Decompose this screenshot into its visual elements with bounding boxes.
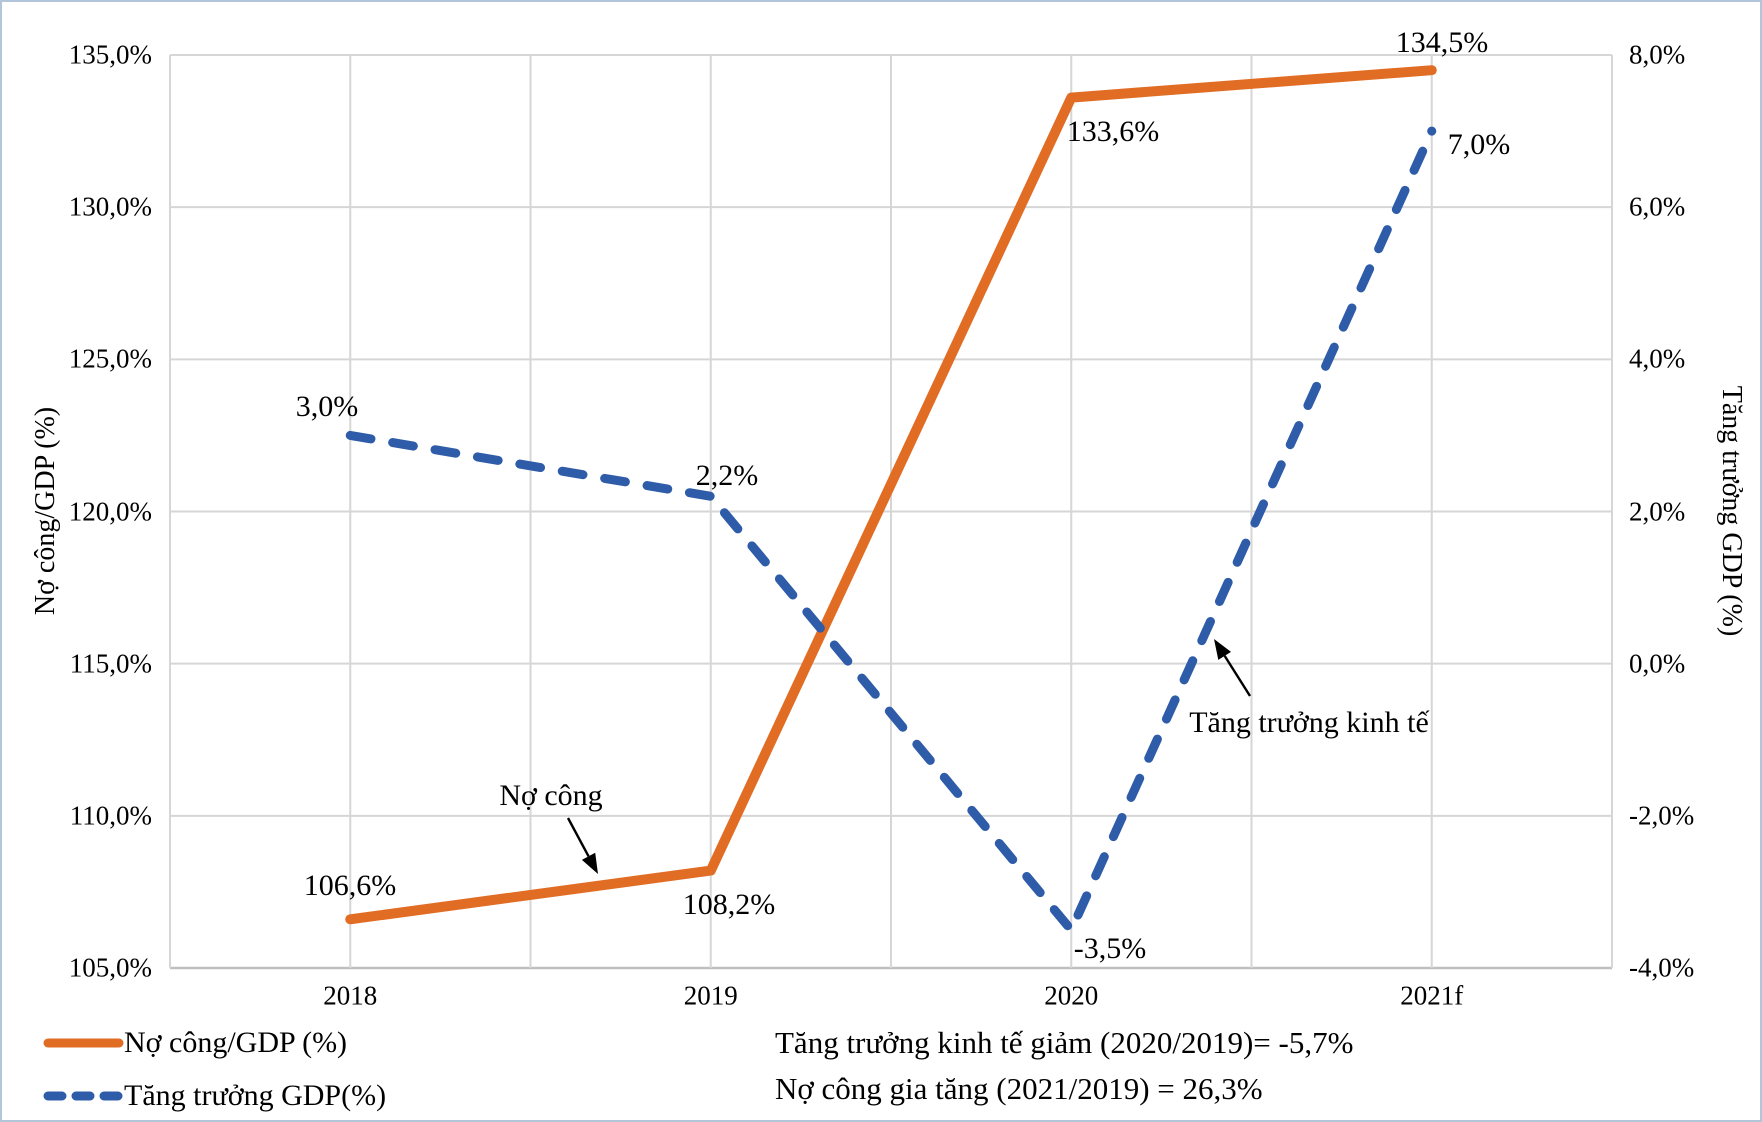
data-label: 3,0% (295, 390, 359, 423)
annotation-tang-truong-kinh-te: Tăng trưởng kinh tế (1189, 706, 1429, 739)
note-line-1: Tăng trưởng kinh tế giảm (2020/2019)= -5… (775, 1025, 1354, 1060)
annotation-arrow (1223, 655, 1252, 697)
left-axis-tick: 115,0% (69, 648, 152, 679)
x-axis-label: 2021f (1400, 980, 1464, 1011)
right-axis-tick: 2,0% (1629, 496, 1686, 526)
note-line-2: Nợ công gia tăng (2021/2019) = 26,3% (775, 1071, 1263, 1106)
annotation-no-cong: Nợ công (499, 779, 603, 812)
right-axis-title: Tăng trưởng GDP (%) (1716, 385, 1747, 637)
data-label: -3,5% (1073, 932, 1147, 965)
annotation-arrow (566, 817, 590, 857)
legend-label-no-cong: Nợ công/GDP (%) (124, 1026, 348, 1059)
right-axis-tick: 8,0% (1629, 39, 1686, 70)
data-label: 106,6% (303, 869, 397, 902)
right-axis-tick: 6,0% (1629, 191, 1686, 222)
right-axis-tick: -2,0% (1629, 800, 1695, 831)
right-axis-tick: 0,0% (1629, 648, 1686, 679)
right-axis-tick: 4,0% (1629, 343, 1686, 374)
data-label: 7,0% (1447, 128, 1511, 161)
data-label: 133,6% (1066, 115, 1160, 148)
annotation-arrowhead-icon (1214, 639, 1231, 660)
left-axis-title: Nợ công/GDP (%) (30, 406, 61, 616)
x-axis-label: 2018 (323, 980, 378, 1011)
x-axis-label: 2019 (683, 980, 738, 1011)
data-label: 108,2% (682, 888, 776, 921)
data-label: 134,5% (1395, 26, 1489, 59)
x-axis-label: 2020 (1044, 980, 1099, 1011)
data-label: 2,2% (695, 459, 759, 492)
left-axis-tick: 135,0% (68, 39, 152, 70)
left-axis-tick: 110,0% (69, 800, 152, 831)
left-axis-tick: 105,0% (68, 952, 152, 983)
legend-label-tang-truong: Tăng trưởng GDP(%) (124, 1079, 387, 1112)
series-line-tang-truong (345, 126, 1437, 935)
annotation-arrowhead-icon (581, 852, 598, 874)
left-axis-tick: 130,0% (68, 191, 152, 222)
series-line-no-cong (345, 65, 1437, 925)
left-axis-tick: 125,0% (68, 343, 152, 374)
left-axis-tick: 120,0% (68, 496, 152, 526)
right-axis-tick: -4,0% (1629, 952, 1695, 983)
